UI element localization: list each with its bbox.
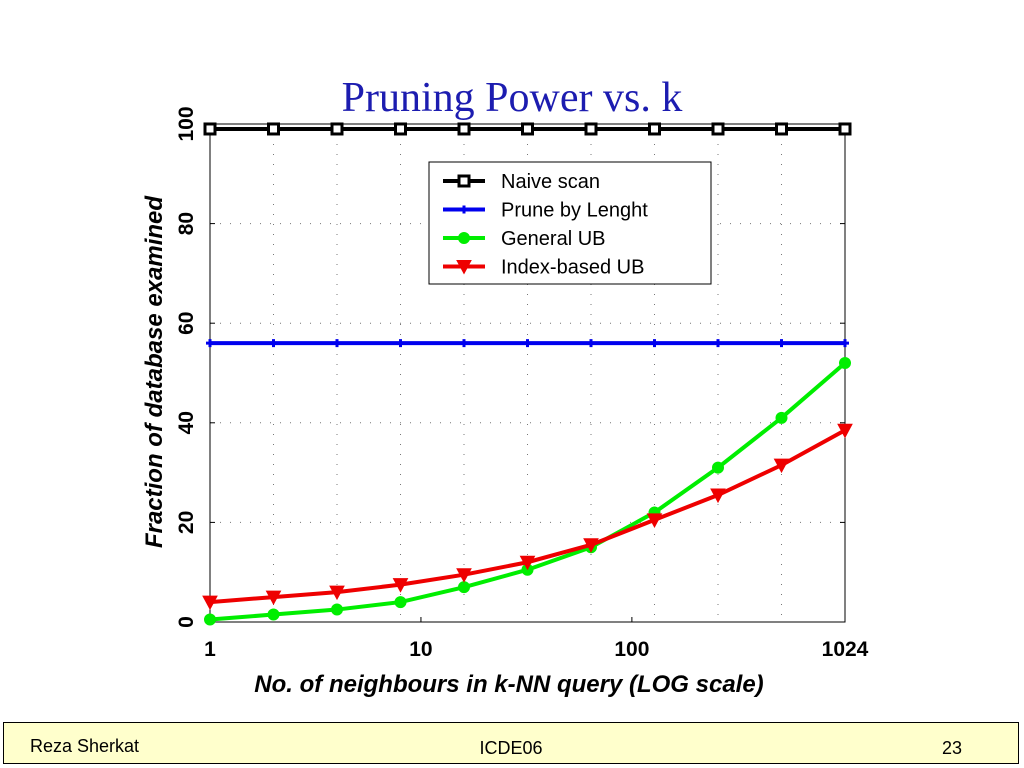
footer-author: Reza Sherkat (30, 736, 140, 756)
data-point-prune-by-lenght (714, 339, 722, 348)
data-point-index-based-ub (710, 488, 726, 504)
y-axis-label: Fraction of database examined (141, 195, 168, 548)
legend-marker-index-based-ub (456, 260, 472, 275)
data-point-naive-scan (711, 122, 725, 136)
series-index-based-ub (202, 423, 853, 611)
footer-page-number: 23 (941, 738, 962, 758)
legend-label-prune-by-lenght: Prune by Lenght (501, 200, 648, 222)
x-axis-label: No. of neighbours in k-NN query (LOG sca… (254, 671, 763, 698)
data-point-naive-scan (775, 122, 788, 136)
data-point-prune-by-lenght (777, 339, 786, 348)
series-naive-scan (203, 122, 852, 136)
data-point-general-ub (839, 357, 851, 370)
data-point-prune-by-lenght (523, 339, 532, 348)
data-point-index-based-ub (837, 423, 853, 439)
y-tick-label: 80 (175, 212, 198, 235)
data-point-prune-by-lenght (460, 339, 468, 348)
slide-title: Pruning Power vs. k (341, 75, 683, 121)
series-line-general-ub (209, 361, 847, 622)
legend-label-general-ub: General UB (501, 228, 606, 250)
x-axis: 1 10 100 1024 (204, 617, 869, 661)
footer-venue: ICDE06 (479, 738, 543, 758)
data-point-index-based-ub (519, 555, 536, 571)
legend-marker-naive-scan (457, 174, 471, 188)
data-point-index-based-ub (583, 538, 599, 553)
data-point-index-based-ub (202, 595, 218, 611)
data-point-index-based-ub (773, 458, 790, 474)
data-point-general-ub (204, 613, 216, 626)
data-point-naive-scan (838, 122, 852, 136)
data-point-general-ub (458, 581, 470, 594)
data-point-index-based-ub (265, 590, 282, 606)
legend-label-index-based-ub: Index-based UB (501, 257, 644, 279)
y-tick-label: 60 (175, 312, 198, 335)
data-point-prune-by-lenght (333, 339, 341, 348)
y-tick-label: 0 (175, 616, 198, 628)
data-point-prune-by-lenght (650, 339, 659, 348)
x-tick-label: 1024 (822, 638, 869, 661)
data-point-index-based-ub (456, 568, 472, 583)
data-point-general-ub (331, 603, 343, 616)
y-tick-label: 40 (175, 411, 198, 434)
data-point-index-based-ub (392, 578, 409, 593)
data-point-index-based-ub (329, 585, 345, 601)
data-point-general-ub (394, 596, 407, 609)
data-point-naive-scan (394, 122, 407, 136)
series-prune-by-lenght (206, 339, 849, 348)
data-point-naive-scan (267, 122, 280, 136)
footer-bar: Reza Sherkat ICDE06 23 (3, 722, 1019, 764)
data-point-general-ub (712, 461, 724, 474)
data-point-naive-scan (203, 122, 217, 136)
data-point-prune-by-lenght (587, 339, 595, 348)
data-point-naive-scan (457, 122, 471, 136)
data-point-general-ub (775, 411, 788, 424)
line-chart: 1 10 100 1024 0 20 40 60 80 100 Naive scan Prune … (141, 106, 869, 698)
data-point-index-based-ub (646, 513, 663, 528)
data-point-naive-scan (521, 122, 534, 136)
data-point-naive-scan (330, 122, 344, 136)
data-point-prune-by-lenght (206, 339, 214, 348)
y-tick-label: 100 (175, 106, 198, 141)
series-line-index-based-ub (209, 428, 846, 605)
data-point-prune-by-lenght (396, 339, 405, 348)
legend-marker-general-ub (458, 232, 470, 244)
x-tick-label: 1 (204, 638, 216, 661)
data-point-prune-by-lenght (841, 339, 849, 348)
y-tick-label: 20 (175, 511, 198, 534)
y-axis: 0 20 40 60 80 100 (175, 106, 845, 628)
data-point-naive-scan (648, 122, 661, 136)
data-point-general-ub (267, 608, 280, 621)
x-tick-label: 10 (409, 638, 432, 661)
data-point-naive-scan (584, 122, 598, 136)
series-layer (202, 122, 853, 626)
legend: Naive scan Prune by Lenght General UB Index… (428, 161, 712, 285)
data-point-prune-by-lenght (269, 339, 278, 348)
legend-label-naive-scan: Naive scan (501, 171, 600, 193)
legend-marker-prune-by-lenght (460, 205, 468, 214)
x-tick-label: 100 (614, 638, 649, 661)
